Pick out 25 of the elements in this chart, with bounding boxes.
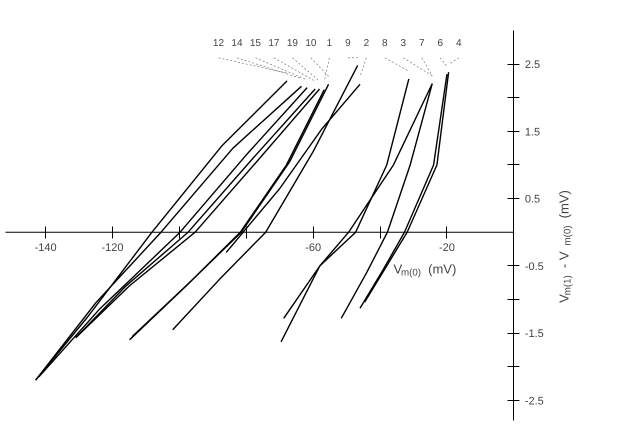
y-tick-label: -0.5 — [524, 260, 544, 273]
text: 1 — [326, 38, 333, 50]
y-tick-label: 1.5 — [524, 126, 540, 138]
text: 6 — [438, 38, 444, 50]
text: 12 — [212, 38, 224, 50]
text: 14 — [231, 38, 243, 50]
x-tick-label: -140 — [34, 242, 57, 254]
x-tick-label: -20 — [439, 242, 455, 254]
text: 2 — [364, 38, 370, 50]
text: 4 — [456, 38, 462, 50]
x-tick-label: -60 — [305, 242, 322, 254]
y-tick-label: 0.5 — [524, 194, 540, 206]
text: 7 — [419, 38, 426, 50]
y-tick-label: -1.5 — [524, 328, 544, 340]
text: 3 — [400, 38, 407, 50]
y-tick-label: -2.5 — [524, 395, 544, 408]
text: 19 — [286, 38, 298, 50]
x-tick-label: -120 — [102, 242, 124, 254]
text: 15 — [250, 38, 262, 50]
series-label: 9 — [345, 38, 352, 50]
text: 8 — [382, 38, 388, 50]
y-tick-label: 2.5 — [524, 59, 540, 72]
y-axis-title: Vm(1) - Vm(0) (mV) — [556, 190, 574, 303]
text: 17 — [268, 38, 280, 50]
text: 10 — [305, 38, 317, 50]
